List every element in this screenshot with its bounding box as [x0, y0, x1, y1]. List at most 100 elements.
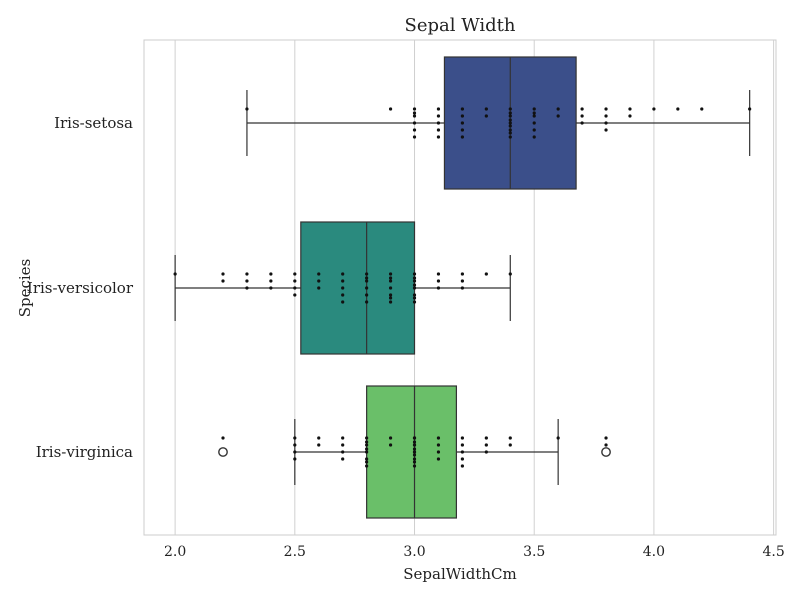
strip-point [460, 135, 464, 139]
strip-point [412, 450, 417, 454]
strip-point [508, 121, 512, 125]
strip-point [460, 279, 464, 283]
strip-point [412, 457, 417, 461]
box-iqr [366, 385, 458, 519]
strip-point [484, 436, 488, 440]
strip-point [604, 121, 608, 125]
strip-point [628, 114, 632, 118]
strip-point [317, 279, 321, 283]
strip-point [508, 118, 512, 122]
strip-point [436, 128, 441, 132]
strip-point [412, 296, 417, 300]
strip-point [508, 111, 512, 115]
strip-point [365, 286, 369, 290]
strip-point [436, 114, 441, 118]
strip-point [628, 107, 632, 111]
box-iris-setosa [246, 56, 751, 190]
strip-point [412, 279, 417, 283]
strip-point [412, 300, 417, 304]
strip-point [245, 272, 249, 276]
strip-point [245, 107, 249, 111]
strip-point [317, 436, 321, 440]
x-tick-label: 3.0 [403, 544, 425, 560]
strip-point [508, 135, 512, 139]
strip-point [436, 107, 441, 111]
strip-point [365, 457, 369, 461]
strip-point [436, 279, 441, 283]
x-tick-label: 2.0 [164, 544, 186, 560]
strip-point [388, 107, 393, 111]
strip-point [580, 107, 584, 111]
strip-point [365, 464, 369, 468]
strip-point [412, 272, 417, 276]
x-ticks: 2.0 2.5 3.0 3.5 4.0 4.5 [164, 544, 785, 560]
strip-point [532, 121, 536, 125]
strip-point [532, 114, 536, 118]
strip-point [460, 464, 464, 468]
strip-point [412, 128, 417, 132]
strip-point [245, 286, 249, 290]
strip-point [460, 443, 464, 447]
y-axis-label: Species [16, 259, 34, 318]
strip-point [412, 293, 417, 297]
strip-point [293, 293, 297, 297]
strip-point [341, 450, 345, 454]
strip-point [460, 107, 464, 111]
strip-point [221, 272, 225, 276]
strip-point [484, 443, 488, 447]
strip-point [412, 464, 417, 468]
strip-point [365, 300, 369, 304]
strip-point [556, 107, 560, 111]
strip-point [293, 279, 297, 283]
y-category-label: Iris-virginica [36, 443, 133, 461]
strip-point [652, 107, 656, 111]
strip-point [365, 293, 369, 297]
strip-point [365, 276, 369, 280]
strip-point [676, 107, 680, 111]
strip-point [365, 447, 369, 451]
strip-point [388, 286, 393, 290]
strip-point [365, 450, 369, 454]
strip-point [365, 279, 369, 283]
x-axis-label: SepalWidthCm [403, 565, 516, 583]
strip-point [436, 286, 441, 290]
y-category-label: Iris-versicolor [27, 279, 134, 297]
strip-point [269, 279, 273, 283]
strip-point [412, 447, 417, 451]
strip-point [412, 283, 417, 287]
outlier-marker [601, 447, 611, 457]
strip-point [484, 114, 488, 118]
strip-point [508, 436, 512, 440]
strip-point [748, 107, 752, 111]
strip-point [580, 121, 584, 125]
strip-point [436, 436, 441, 440]
strip-point [293, 450, 297, 454]
strip-point [508, 272, 512, 276]
y-category-label: Iris-setosa [54, 114, 133, 132]
x-tick-label: 2.5 [284, 544, 306, 560]
strip-points [173, 107, 752, 468]
strip-point [532, 135, 536, 139]
strip-point [604, 128, 608, 132]
strip-point [221, 279, 225, 283]
strip-point [173, 272, 177, 276]
strip-point [388, 436, 393, 440]
outlier-marker [218, 447, 228, 457]
strip-point [412, 440, 417, 444]
strip-point [293, 436, 297, 440]
strip-point [484, 450, 488, 454]
strip-point [341, 293, 345, 297]
strip-point [388, 276, 393, 280]
strip-point [604, 107, 608, 111]
strip-point [365, 440, 369, 444]
strip-point [412, 111, 417, 115]
strip-point [412, 443, 417, 447]
strip-point [293, 272, 297, 276]
strip-point [388, 279, 393, 283]
strip-point [388, 272, 393, 276]
strip-point [460, 286, 464, 290]
y-categories: Iris-setosa Iris-versicolor Iris-virginica [27, 114, 134, 461]
strip-point [532, 111, 536, 115]
